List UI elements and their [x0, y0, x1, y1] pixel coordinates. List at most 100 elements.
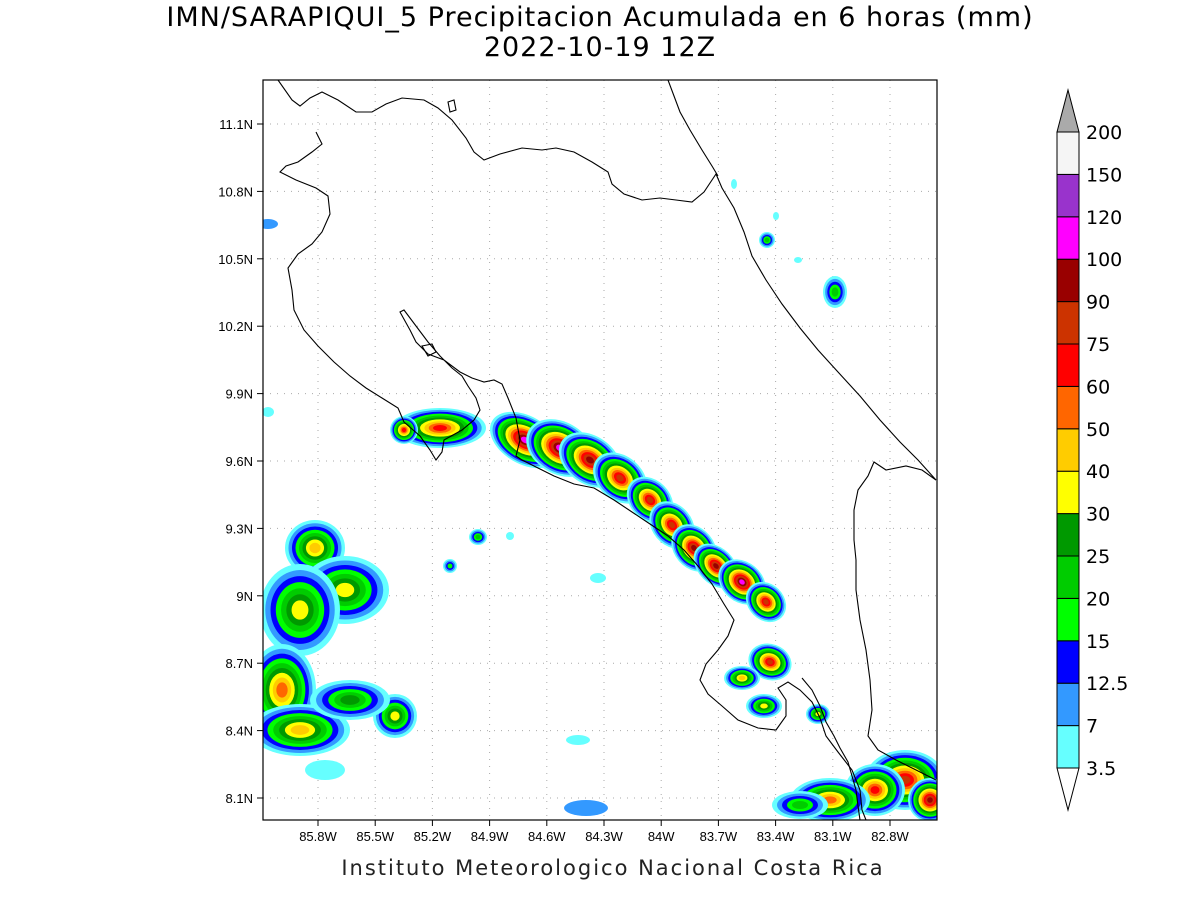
- precip-cell: [590, 573, 606, 583]
- precip-cell: [475, 534, 481, 540]
- colorbar-label: 100: [1086, 249, 1122, 271]
- lake-coast: [667, 80, 719, 177]
- precip-cell: [263, 407, 274, 417]
- colorbar-label: 150: [1086, 164, 1122, 186]
- colorbar: 3.5 7 12.5 15 20 25 30 40 50 60 75 90 100 120 150 200: [1056, 88, 1128, 812]
- colorbar-box: [1056, 597, 1080, 642]
- colorbar-label: 30: [1086, 504, 1110, 526]
- precip-cell: [335, 582, 355, 598]
- colorbar-label: 50: [1086, 419, 1110, 441]
- lon-tick-label: 85.8W: [299, 829, 337, 844]
- colorbar-box: [1056, 682, 1080, 727]
- lon-tick-label: 82.8W: [871, 829, 909, 844]
- precip-cell: [263, 219, 278, 229]
- precip-cell: [794, 257, 802, 263]
- coastlines: [277, 80, 937, 820]
- colorbar-box: [1056, 385, 1080, 430]
- colorbar-label: 3.5: [1086, 758, 1116, 780]
- coastline-north: [277, 80, 937, 481]
- precip-cell: [447, 563, 453, 569]
- precip-cell: [870, 786, 880, 794]
- colorbar-label: 75: [1086, 334, 1110, 356]
- colorbar-label: 12.5: [1086, 673, 1128, 695]
- colorbar-min-arrow: [1056, 767, 1080, 812]
- island-nicoya: [421, 343, 437, 357]
- colorbar-box: [1056, 513, 1080, 557]
- colorbar-box: [1056, 301, 1080, 345]
- precip-cell: [792, 801, 808, 809]
- precip-cell: [646, 496, 654, 504]
- precip-cell: [290, 725, 310, 735]
- lat-tick-label: 9.6N: [226, 454, 253, 469]
- precip-cell: [305, 760, 345, 780]
- island-north: [447, 99, 457, 113]
- colorbar-label: 200: [1086, 122, 1122, 144]
- precip-cell: [767, 659, 773, 665]
- lat-tick-label: 8.1N: [226, 791, 253, 806]
- lat-axis: 11.1N 10.8N 10.5N 10.2N 9.9N 9.6N 9.3N 9N 8.7N 8.…: [218, 117, 263, 806]
- colorbar-box: [1056, 216, 1080, 260]
- colorbar-box: [1056, 173, 1080, 218]
- lon-tick-label: 83.7W: [700, 829, 738, 844]
- lat-tick-label: 10.2N: [218, 319, 253, 334]
- lat-tick-label: 9.3N: [226, 521, 253, 536]
- precip-cell: [739, 579, 745, 585]
- precip-cell: [309, 542, 321, 554]
- precip-cell: [291, 600, 309, 620]
- colorbar-box: [1056, 725, 1080, 769]
- precip-cell: [566, 735, 590, 745]
- colorbar-label: 7: [1086, 716, 1098, 738]
- precip-cell: [616, 474, 624, 482]
- lon-tick-label: 84.3W: [585, 829, 623, 844]
- colorbar-box: [1056, 131, 1080, 175]
- lon-tick-label: 85.5W: [356, 829, 394, 844]
- colorbar-box: [1056, 640, 1080, 684]
- precip-cell: [738, 675, 746, 681]
- precip-cell: [731, 179, 737, 189]
- border-panama: [801, 677, 861, 820]
- lon-tick-label: 83.1W: [814, 829, 852, 844]
- precip-cell: [668, 521, 676, 529]
- precip-cell: [586, 456, 594, 464]
- precip-cell: [506, 532, 514, 540]
- footer-credit: Instituto Meteorologico Nacional Costa R…: [341, 856, 885, 880]
- colorbar-label: 25: [1086, 546, 1110, 568]
- precip-cell: [760, 703, 768, 709]
- colorbar-label: 20: [1086, 588, 1110, 610]
- map-date: 2022-10-19 12Z: [483, 32, 717, 63]
- lon-tick-label: 84.6W: [528, 829, 566, 844]
- precip-cell: [401, 427, 407, 433]
- colorbar-max-arrow: [1056, 88, 1080, 133]
- precip-cell: [763, 599, 769, 605]
- precip-cell: [390, 711, 400, 721]
- colorbar-box: [1056, 470, 1080, 515]
- precip-cell: [713, 563, 719, 569]
- precip-cell: [764, 237, 770, 243]
- precip-cell: [927, 797, 933, 803]
- precip-cell: [691, 544, 697, 552]
- precip-cell: [276, 682, 288, 698]
- colorbar-label: 60: [1086, 376, 1110, 398]
- lat-tick-label: 9.9N: [226, 387, 253, 402]
- colorbar-box: [1056, 343, 1080, 387]
- lon-tick-label: 83.4W: [757, 829, 795, 844]
- colorbar-box: [1056, 555, 1080, 599]
- precip-cell: [340, 695, 360, 705]
- lon-tick-label: 84W: [648, 829, 675, 844]
- coastline-pacific-northwest: [279, 131, 867, 820]
- coastline-panama-east: [853, 461, 937, 781]
- lat-tick-label: 9N: [236, 589, 253, 604]
- lon-tick-label: 84.9W: [471, 829, 509, 844]
- colorbar-label: 15: [1086, 631, 1110, 653]
- lat-tick-label: 10.5N: [218, 252, 253, 267]
- lat-tick-label: 10.8N: [218, 184, 253, 199]
- precip-cell: [831, 287, 839, 297]
- lat-tick-label: 8.7N: [226, 656, 253, 671]
- lon-tick-label: 85.2W: [414, 829, 452, 844]
- map-title: IMN/SARAPIQUI_5 Precipitacion Acumulada …: [166, 2, 1034, 33]
- lon-axis: 85.8W 85.5W 85.2W 84.9W 84.6W 84.3W 84W 83.7W 83…: [299, 820, 910, 844]
- colorbar-box: [1056, 428, 1080, 472]
- colorbar-label: 40: [1086, 461, 1110, 483]
- colorbar-label: 120: [1086, 207, 1122, 229]
- lat-tick-label: 11.1N: [219, 117, 253, 132]
